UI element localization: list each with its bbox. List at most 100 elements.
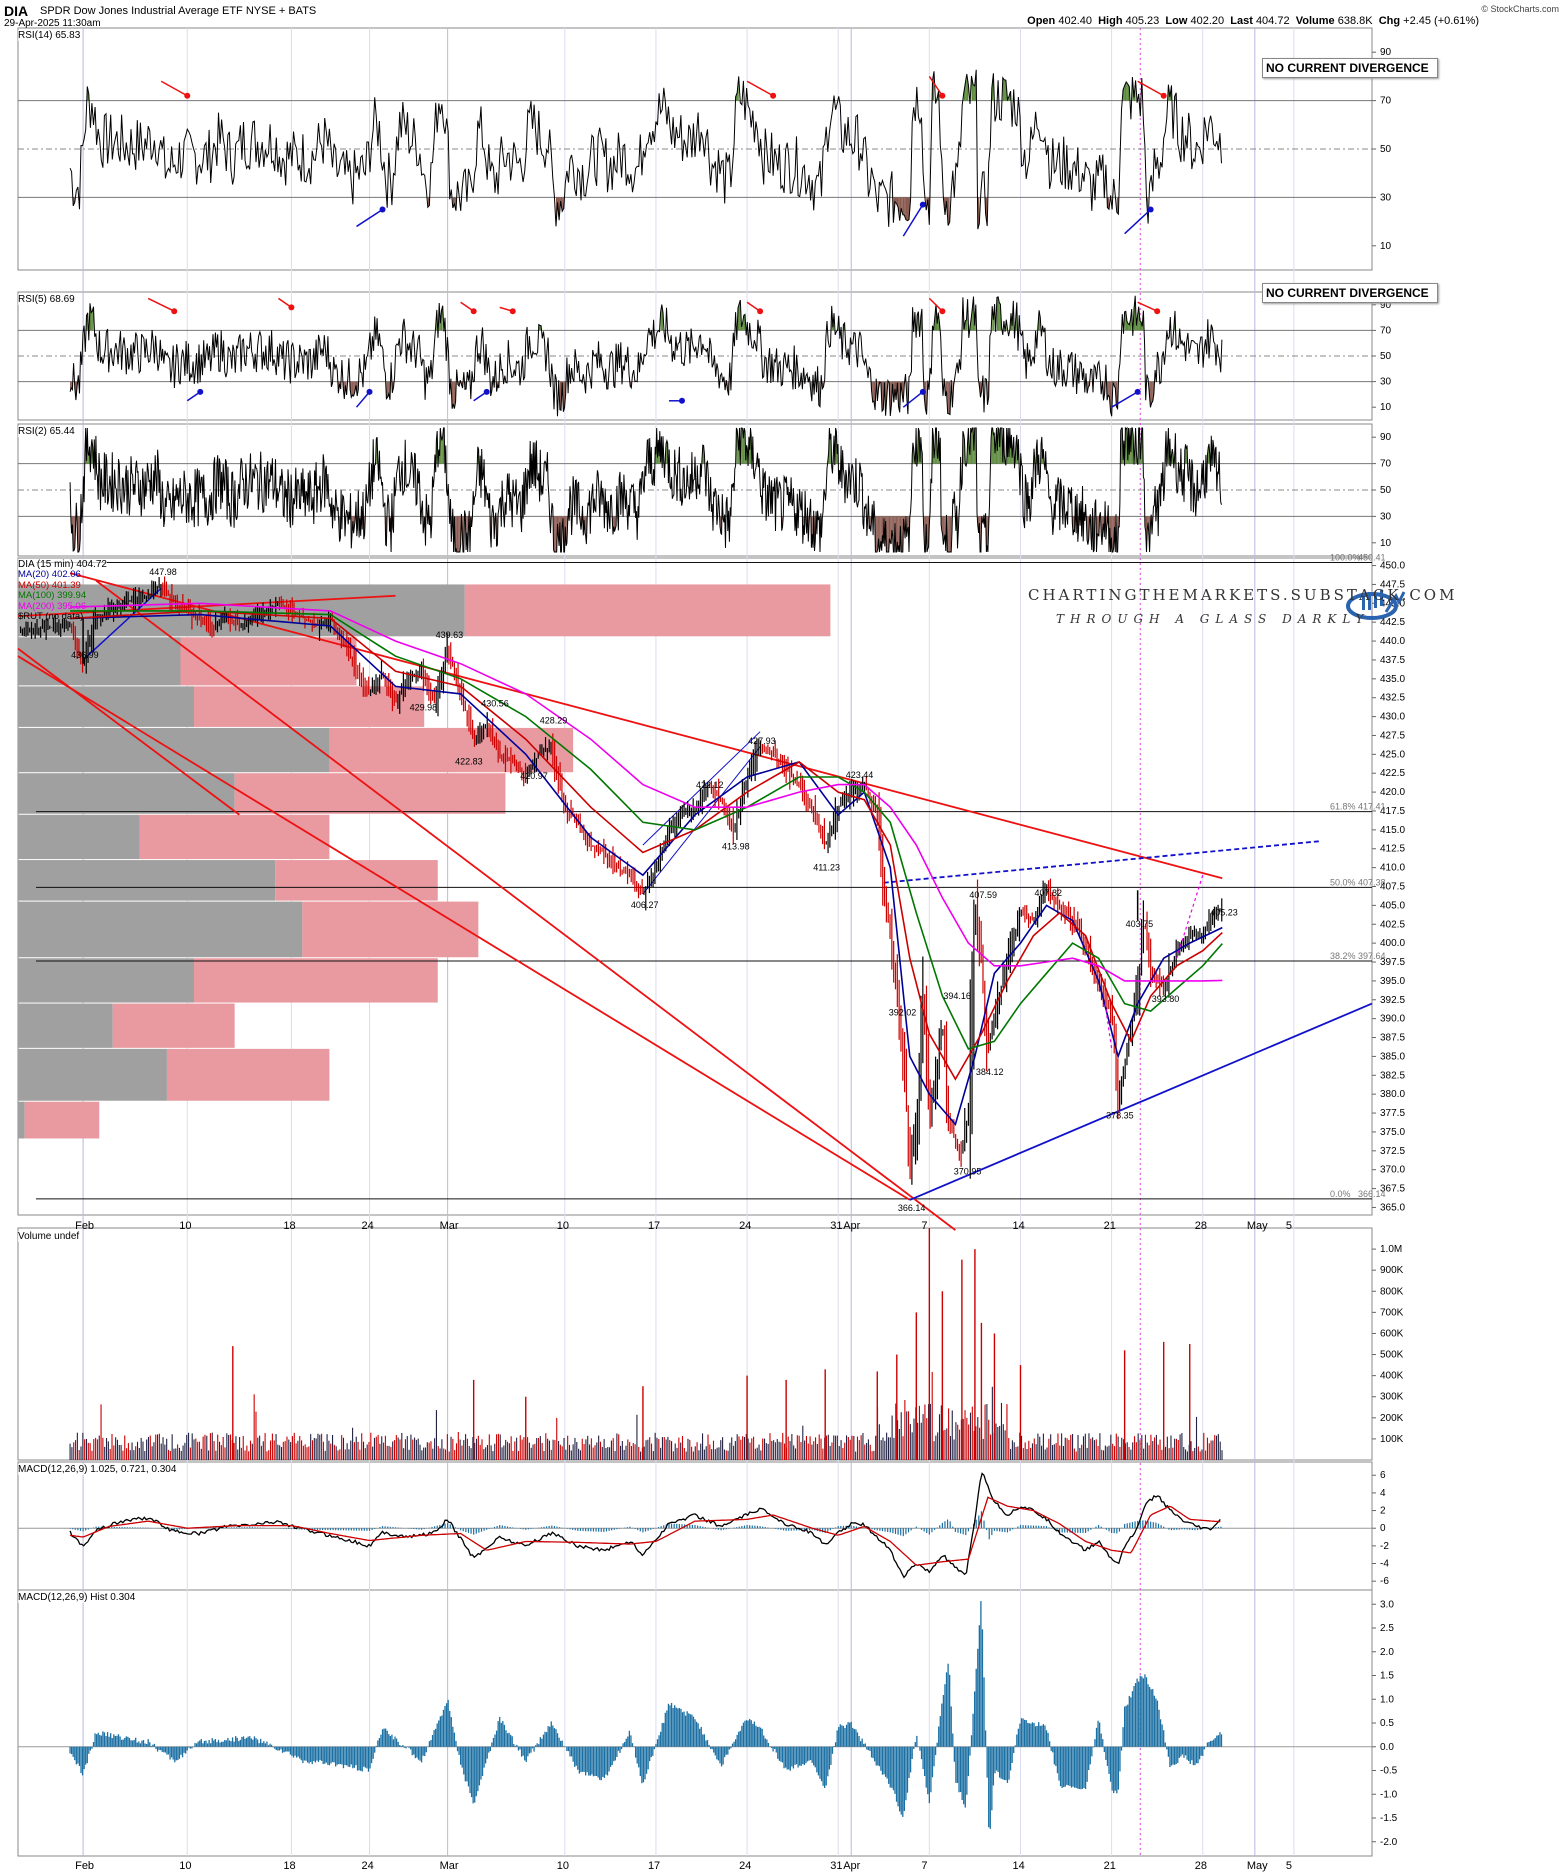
y-tick-label: -6	[1380, 1576, 1389, 1587]
moving-average-ma200	[70, 602, 1223, 982]
rsi-line-rsi14	[69, 69, 1222, 230]
open-value: 402.40	[1058, 15, 1092, 27]
rsi14-bullish-arrow-head	[1147, 206, 1154, 213]
volume-profile-grey	[18, 814, 140, 860]
x-tick-label-mid: 18	[283, 1220, 295, 1232]
rsi-oversold-fill	[459, 516, 460, 553]
fib-label: 0.0%	[1330, 1189, 1351, 1199]
volume-profile-grey	[18, 1003, 113, 1048]
rsi14-bearish-arrow-head	[184, 92, 191, 99]
rsi5-bullish-arrow	[902, 391, 924, 408]
rsi-oversold-fill	[985, 197, 988, 227]
rsi-overbought-fill	[973, 84, 975, 101]
y-tick-label: 6	[1380, 1470, 1386, 1481]
rsi-oversold-fill	[950, 516, 952, 553]
y-tick-label: 300K	[1380, 1392, 1404, 1403]
volume-profile-grey	[18, 860, 276, 901]
x-tick-label-mid: May	[1247, 1220, 1268, 1232]
y-tick-label: 90	[1380, 300, 1392, 311]
last-value: 404.72	[1255, 15, 1290, 27]
pivot-label: 378.35	[1106, 1111, 1134, 1121]
rsi5-bearish-arrow-head	[757, 308, 764, 315]
y-tick-label: 10	[1380, 538, 1392, 549]
y-tick-label: -1.5	[1380, 1813, 1398, 1824]
rsi-oversold-fill	[948, 381, 951, 415]
rsi5-bearish-arrow-head	[288, 304, 295, 311]
blue-resistance-trendline	[883, 840, 1321, 884]
y-tick-label: 30	[1380, 377, 1392, 388]
y-tick-label: 405.0	[1380, 900, 1405, 911]
rsi5-bullish-arrow-head	[919, 388, 926, 395]
y-tick-label: 800K	[1380, 1286, 1404, 1297]
rsi-oversold-fill	[905, 197, 908, 221]
rsi-oversold-fill	[898, 516, 899, 553]
pivot-label: 384.12	[976, 1067, 1004, 1077]
rsi-overbought-fill	[992, 427, 994, 464]
moving-average-ma50	[70, 610, 1223, 1081]
rsi14-title: RSI(14) 65.83	[18, 30, 81, 41]
y-tick-label: 432.5	[1380, 693, 1405, 704]
pivot-label: 423.44	[846, 770, 874, 780]
rsi-oversold-fill	[949, 516, 951, 553]
rsi-overbought-fill	[741, 427, 743, 464]
rsi-overbought-fill	[966, 74, 969, 101]
rsi14-bullish-arrow-head	[379, 206, 386, 213]
rsi-oversold-fill	[872, 381, 874, 403]
volume-profile-red	[275, 860, 438, 901]
ma-legend: MA(20) 402.06 MA(50) 401.39 MA(100) 399.…	[18, 569, 86, 623]
pivot-label: 366.14	[898, 1203, 926, 1213]
rsi-overbought-fill	[998, 296, 1000, 331]
rsi5-bearish-arrow-head	[470, 308, 477, 315]
x-tick-label-mid: Feb	[75, 1220, 94, 1232]
ticker-fullname: SPDR Dow Jones Industrial Average ETF	[40, 5, 243, 17]
x-tick-label-bottom: Apr	[843, 1860, 860, 1872]
ticker-name: SPDR Dow Jones Industrial Average ETF NY…	[40, 5, 316, 17]
rsi-oversold-fill	[1097, 516, 1099, 535]
y-tick-label: -2.0	[1380, 1837, 1398, 1848]
high-value: 405.23	[1125, 15, 1160, 27]
red-trendline	[17, 647, 240, 816]
rsi5-bullish-arrow-head	[366, 388, 373, 395]
x-tick-label-mid: Mar	[440, 1220, 459, 1232]
rsi-oversold-fill	[1108, 381, 1110, 397]
volume-profile-red	[194, 958, 438, 1003]
volume-profile-red	[180, 637, 357, 686]
x-tick-label-bottom: 10	[179, 1860, 191, 1872]
y-tick-label: 3.0	[1380, 1599, 1394, 1610]
y-tick-label: 400.0	[1380, 938, 1405, 949]
x-tick-label-bottom: 24	[739, 1860, 751, 1872]
rsi14-bearish-arrow	[1137, 80, 1165, 97]
pivot-label: 394.16	[943, 991, 971, 1001]
rsi-overbought-fill	[91, 311, 93, 331]
rsi-overbought-fill	[1000, 427, 1002, 464]
pivot-label: 370.95	[954, 1167, 982, 1177]
rsi5-bearish-arrow-head	[509, 308, 516, 315]
open-label: Open	[1027, 15, 1056, 27]
rsi-oversold-fill	[948, 516, 949, 553]
y-tick-label: 50	[1380, 485, 1392, 496]
pivot-label: 430.56	[481, 698, 509, 708]
logo-candle-icon	[1374, 594, 1377, 608]
rsi14-bullish-arrow-head	[919, 201, 926, 208]
rsi-overbought-fill	[965, 74, 967, 101]
rsi-overbought-fill	[1128, 323, 1130, 331]
rsi-overbought-fill	[1139, 320, 1142, 331]
y-tick-label: -1.0	[1380, 1789, 1398, 1800]
rsi14-bullish-arrow	[902, 204, 924, 237]
volume-label: Volume	[1295, 15, 1335, 27]
rsi-overbought-fill	[441, 436, 443, 464]
rsi14-bearish-arrow-head	[1160, 92, 1167, 99]
x-tick-label-bottom: 17	[648, 1860, 660, 1872]
volume-profile-grey	[18, 901, 303, 958]
rsi-oversold-fill	[907, 516, 909, 530]
y-tick-label: 422.5	[1380, 768, 1405, 779]
rsi-oversold-fill	[948, 516, 950, 553]
rsi14-bullish-arrow	[356, 208, 383, 228]
rsi14-divergence-note: NO CURRENT DIVERGENCE	[1262, 58, 1438, 78]
rsi-overbought-fill	[972, 427, 974, 464]
volume-profile-red	[302, 901, 479, 958]
legend-rut: $RUT (no data)	[18, 611, 84, 622]
rsi-oversold-fill	[352, 381, 354, 396]
